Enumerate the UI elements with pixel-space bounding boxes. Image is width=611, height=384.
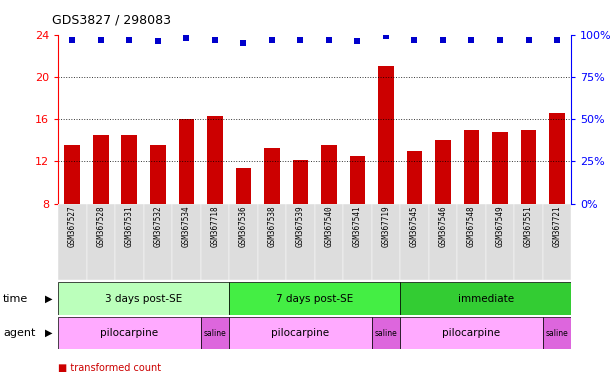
Text: GSM367548: GSM367548 bbox=[467, 206, 476, 247]
Bar bbox=[407, 151, 422, 204]
Bar bbox=[286, 204, 315, 280]
Bar bbox=[321, 146, 337, 204]
Bar bbox=[400, 204, 429, 280]
Bar bbox=[264, 147, 280, 204]
Bar bbox=[144, 204, 172, 280]
Text: saline: saline bbox=[203, 329, 226, 338]
Bar bbox=[178, 119, 194, 204]
Bar bbox=[58, 204, 87, 280]
Bar bbox=[122, 135, 137, 204]
Bar bbox=[549, 113, 565, 204]
Text: agent: agent bbox=[3, 328, 35, 338]
Bar bbox=[429, 204, 457, 280]
Text: GSM367551: GSM367551 bbox=[524, 206, 533, 247]
Text: pilocarpine: pilocarpine bbox=[100, 328, 158, 338]
Bar bbox=[343, 204, 371, 280]
Bar bbox=[293, 160, 309, 204]
Bar bbox=[521, 130, 536, 204]
Bar bbox=[115, 204, 144, 280]
Bar bbox=[349, 156, 365, 204]
Bar bbox=[172, 204, 200, 280]
Bar bbox=[435, 140, 451, 204]
Bar bbox=[371, 317, 400, 349]
Bar bbox=[543, 204, 571, 280]
Text: immediate: immediate bbox=[458, 293, 514, 304]
Bar bbox=[400, 317, 543, 349]
Text: GSM367536: GSM367536 bbox=[239, 206, 248, 247]
Bar bbox=[87, 204, 115, 280]
Text: 3 days post-SE: 3 days post-SE bbox=[105, 293, 182, 304]
Bar bbox=[486, 204, 514, 280]
Bar bbox=[378, 66, 394, 204]
Bar bbox=[200, 317, 229, 349]
Bar bbox=[229, 317, 371, 349]
Bar bbox=[58, 317, 200, 349]
Bar bbox=[514, 204, 543, 280]
Bar bbox=[65, 146, 80, 204]
Text: GSM367539: GSM367539 bbox=[296, 206, 305, 247]
Text: ▶: ▶ bbox=[45, 293, 53, 304]
Bar bbox=[457, 204, 486, 280]
Bar bbox=[236, 168, 251, 204]
Text: GSM367540: GSM367540 bbox=[324, 206, 334, 247]
Text: GSM367541: GSM367541 bbox=[353, 206, 362, 247]
Bar bbox=[315, 204, 343, 280]
Text: saline: saline bbox=[546, 329, 568, 338]
Text: pilocarpine: pilocarpine bbox=[271, 328, 329, 338]
Bar bbox=[492, 132, 508, 204]
Bar bbox=[150, 146, 166, 204]
Text: 7 days post-SE: 7 days post-SE bbox=[276, 293, 353, 304]
Text: GSM367528: GSM367528 bbox=[97, 206, 105, 247]
Bar bbox=[371, 204, 400, 280]
Text: GSM367538: GSM367538 bbox=[268, 206, 276, 247]
Bar bbox=[258, 204, 286, 280]
Bar bbox=[229, 204, 258, 280]
Bar bbox=[207, 116, 223, 204]
Text: time: time bbox=[3, 293, 28, 304]
Bar bbox=[464, 130, 480, 204]
Text: GSM367549: GSM367549 bbox=[496, 206, 505, 247]
Bar bbox=[229, 282, 400, 315]
Text: saline: saline bbox=[375, 329, 397, 338]
Text: GSM367527: GSM367527 bbox=[68, 206, 77, 247]
Bar bbox=[93, 135, 109, 204]
Text: GSM367534: GSM367534 bbox=[182, 206, 191, 247]
Bar bbox=[543, 317, 571, 349]
Text: pilocarpine: pilocarpine bbox=[442, 328, 500, 338]
Bar bbox=[400, 282, 571, 315]
Text: GSM367532: GSM367532 bbox=[153, 206, 163, 247]
Bar bbox=[200, 204, 229, 280]
Bar bbox=[58, 282, 229, 315]
Text: GSM367718: GSM367718 bbox=[210, 206, 219, 247]
Text: GDS3827 / 298083: GDS3827 / 298083 bbox=[52, 14, 171, 27]
Text: GSM367721: GSM367721 bbox=[552, 206, 562, 247]
Text: GSM367546: GSM367546 bbox=[439, 206, 447, 247]
Text: GSM367719: GSM367719 bbox=[381, 206, 390, 247]
Text: ■ transformed count: ■ transformed count bbox=[58, 363, 161, 373]
Text: GSM367545: GSM367545 bbox=[410, 206, 419, 247]
Text: GSM367531: GSM367531 bbox=[125, 206, 134, 247]
Text: ▶: ▶ bbox=[45, 328, 53, 338]
